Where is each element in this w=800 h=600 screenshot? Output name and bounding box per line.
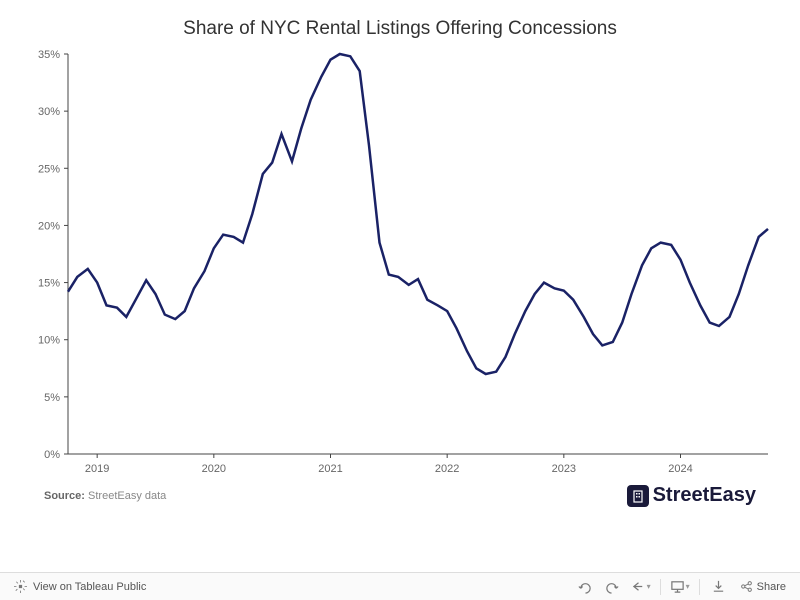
- revert-icon: [631, 579, 646, 594]
- plot-area: 0% 5% 10% 15% 20% 25% 30% 35% 2019 2020 2021 2022 2…: [20, 44, 780, 484]
- redo-button[interactable]: [600, 576, 626, 598]
- streeteasy-logo: StreetEasy: [627, 484, 756, 507]
- view-on-tableau-public-link[interactable]: View on Tableau Public: [8, 578, 152, 595]
- svg-text:30%: 30%: [38, 106, 60, 118]
- undo-icon: [577, 579, 592, 594]
- revert-button[interactable]: ▾: [628, 576, 654, 598]
- source-attribution: Source: StreetEasy data: [44, 490, 166, 502]
- tableau-toolbar: View on Tableau Public ▾ ▾ Share: [0, 572, 800, 600]
- line-chart-svg: 0% 5% 10% 15% 20% 25% 30% 35% 2019 2020 2021 2022 2…: [20, 44, 780, 484]
- svg-text:2020: 2020: [202, 463, 226, 475]
- download-icon: [711, 579, 726, 594]
- share-button[interactable]: Share: [734, 580, 792, 593]
- svg-text:20%: 20%: [38, 220, 60, 232]
- svg-text:10%: 10%: [38, 335, 60, 347]
- presentation-icon: [670, 579, 685, 594]
- svg-text:2022: 2022: [435, 463, 459, 475]
- toolbar-separator: [699, 579, 700, 595]
- share-icon: [740, 580, 753, 593]
- logo-building-icon: [627, 485, 649, 507]
- svg-text:5%: 5%: [44, 392, 60, 404]
- tableau-icon: [14, 580, 27, 593]
- svg-text:2024: 2024: [668, 463, 692, 475]
- svg-text:0%: 0%: [44, 449, 60, 461]
- svg-text:25%: 25%: [38, 163, 60, 175]
- svg-text:35%: 35%: [38, 49, 60, 61]
- svg-text:2019: 2019: [85, 463, 109, 475]
- download-button[interactable]: [706, 576, 732, 598]
- svg-text:15%: 15%: [38, 278, 60, 290]
- undo-button[interactable]: [572, 576, 598, 598]
- toolbar-separator: [660, 579, 661, 595]
- concessions-line: [68, 54, 768, 374]
- chart-title: Share of NYC Rental Listings Offering Co…: [20, 18, 780, 40]
- svg-text:2023: 2023: [552, 463, 576, 475]
- presentation-button[interactable]: ▾: [667, 576, 693, 598]
- redo-icon: [605, 579, 620, 594]
- svg-text:2021: 2021: [318, 463, 342, 475]
